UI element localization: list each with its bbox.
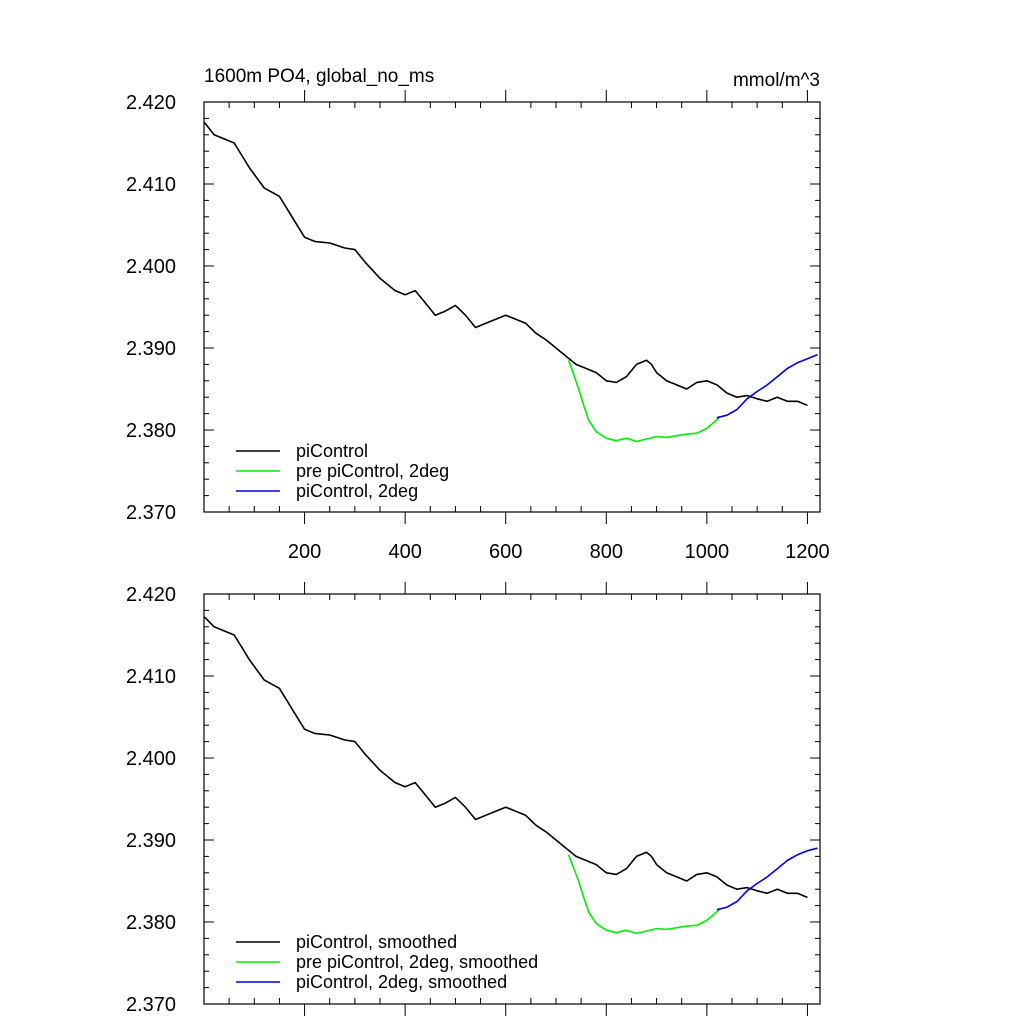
y-tick-label: 2.370	[126, 502, 176, 524]
x-tick-label: 600	[489, 541, 522, 563]
series-line-3	[716, 353, 818, 419]
plot-frame	[203, 593, 821, 1005]
x-tick-label: 1000	[685, 541, 730, 563]
series-line-1	[203, 616, 808, 899]
chart-title: 1600m PO4, global_no_ms	[204, 66, 434, 87]
legend-label: pre piControl, 2deg, smoothed	[296, 952, 538, 972]
y-tick-label: 2.420	[126, 92, 176, 114]
x-tick-label: 1200	[785, 541, 830, 563]
y-tick-label: 2.410	[126, 666, 176, 688]
plot-frame	[203, 101, 821, 513]
y-tick-label: 2.400	[126, 256, 176, 278]
y-tick-label: 2.420	[126, 584, 176, 606]
legend-label: pre piControl, 2deg	[296, 461, 449, 481]
y-tick-label: 2.380	[126, 912, 176, 934]
x-tick-label: 800	[590, 541, 623, 563]
legend-label: piControl, 2deg, smoothed	[296, 972, 507, 992]
units-label: mmol/m^3	[733, 70, 820, 91]
y-tick-label: 2.400	[126, 748, 176, 770]
x-tick-label: 400	[388, 541, 421, 563]
legend-label: piControl, smoothed	[296, 932, 457, 952]
series-line-2	[567, 854, 720, 935]
y-tick-label: 2.410	[126, 174, 176, 196]
y-tick-label: 2.390	[126, 338, 176, 360]
series-line-1	[203, 122, 808, 407]
panel-2: 2.370 2.380 2.390 2.400 2.410 2.420 piControl,…	[126, 582, 821, 1016]
y-tick-label: 2.370	[126, 994, 176, 1016]
series-line-2	[567, 360, 720, 443]
legend-label: piControl	[296, 441, 368, 461]
legend-label: piControl, 2deg	[296, 481, 418, 501]
y-tick-label: 2.390	[126, 830, 176, 852]
x-tick-label: 200	[288, 541, 321, 563]
y-tick-label: 2.380	[126, 420, 176, 442]
series-line-3	[716, 847, 818, 911]
panel-1: 2.370 2.380 2.390 2.400 2.410 2.420 200 400 600 8…	[126, 90, 830, 563]
